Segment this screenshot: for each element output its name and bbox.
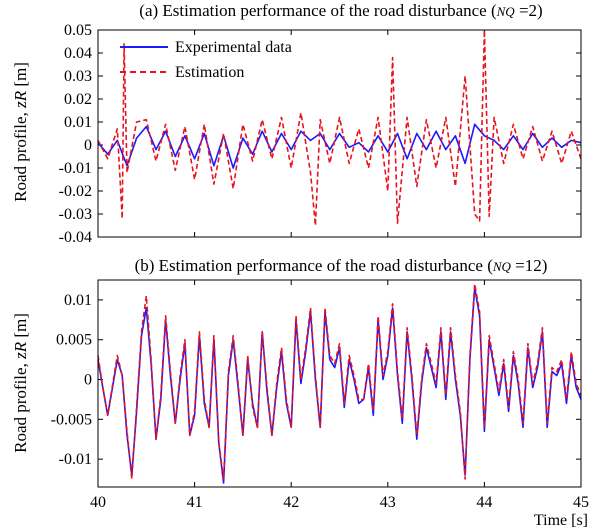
panel-a-title-symbol: NQ (496, 4, 516, 19)
panel-b-ytick-label: 0 (84, 372, 92, 389)
panel-a-ytick-label: -0.04 (59, 229, 92, 246)
panel-b-xtick-label: 45 (573, 494, 589, 511)
panel-b-ylabel-text: Road profile, (11, 359, 30, 453)
panel-b-ylabel-symbol: zR (11, 341, 30, 360)
panel-b-series (97, 283, 582, 484)
panel-a-ytick-label: 0 (84, 137, 92, 154)
panel-a-series-estimation (97, 29, 582, 227)
panel-b-xtick-label: 44 (476, 494, 492, 511)
panel-b-title-prefix: (b) Estimation performance of the road d… (135, 256, 494, 275)
panel-a-ylabel: Road profile, zR [m] (11, 62, 30, 202)
panel-b-ytick-label: -0.005 (51, 411, 92, 428)
panel-b-xtick-label: 43 (380, 494, 396, 511)
panel-b-title-suffix: =12) (511, 256, 548, 275)
panel-b-xtick-label: 40 (90, 494, 106, 511)
panel-b-ytick-label: -0.01 (59, 451, 92, 468)
panel-a-title-suffix: =2) (515, 1, 543, 20)
panel-b-title: (b) Estimation performance of the road d… (135, 256, 548, 275)
panel-a-ytick-label: -0.01 (59, 160, 92, 177)
panel-b-ylabel-unit: [m] (11, 313, 30, 342)
panel-b: (b) Estimation performance of the road d… (11, 256, 589, 529)
panel-b-xtick-label: 42 (283, 494, 299, 511)
panel-b-ytick-label: 0.005 (56, 332, 92, 349)
panel-a-frame (97, 29, 582, 238)
panel-b-xtick-label: 41 (187, 494, 203, 511)
panel-b-ytick-label: 0.01 (64, 292, 92, 309)
panel-a-ylabel-symbol: zR (11, 90, 30, 109)
panel-b-series-estimation (97, 283, 582, 480)
panel-b-ylabel: Road profile, zR [m] (11, 313, 30, 453)
panel-a-ytick-label: 0.05 (64, 22, 92, 39)
panel-b-frame (97, 279, 582, 488)
panel-b-yticks: 0.01 0.005 0 -0.005 -0.01 (51, 292, 581, 468)
panel-a-title: (a) Estimation performance of the road d… (139, 1, 542, 20)
panel-a-ylabel-unit: [m] (11, 62, 30, 91)
legend-label-estimation: Estimation (175, 64, 244, 81)
panel-a-ytick-label: -0.03 (59, 206, 92, 223)
panel-a-series (97, 29, 582, 227)
panel-b-title-symbol: NQ (492, 259, 512, 274)
panel-a-ytick-label: 0.03 (64, 68, 92, 85)
panel-a-ytick-label: 0.01 (64, 114, 92, 131)
panel-b-xlabel: Time [s] (534, 512, 588, 529)
panel-a-ylabel-text: Road profile, (11, 108, 30, 202)
panel-a-ytick-label: -0.02 (59, 183, 92, 200)
panel-a-yticks: 0.05 0.04 0.03 0.02 0.01 0 -0.01 -0.02 -0.03 -0.0… (59, 22, 581, 246)
panel-b-series-experimental (97, 287, 582, 484)
panel-a-ytick-label: 0.04 (64, 45, 92, 62)
legend: Experimental data Estimation (120, 39, 292, 81)
panel-a: (a) Estimation performance of the road d… (11, 1, 582, 246)
legend-label-experimental: Experimental data (175, 39, 292, 56)
panel-a-title-prefix: (a) Estimation performance of the road d… (139, 1, 497, 20)
panel-a-ytick-label: 0.02 (64, 91, 92, 108)
panel-b-xticks: 40 41 42 43 44 45 (90, 280, 589, 511)
